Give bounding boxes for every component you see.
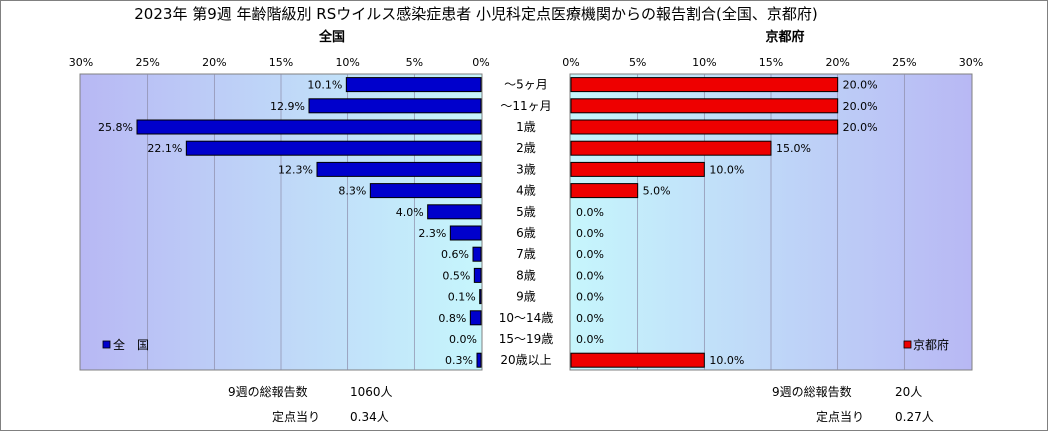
- category-label: 8歳: [516, 268, 536, 282]
- category-label: 5歳: [516, 205, 536, 219]
- left-per-site-value: 0.34人: [350, 410, 389, 424]
- kyoto-value-label: 0.0%: [576, 206, 604, 219]
- x-tick-label-left: 10%: [335, 56, 359, 69]
- kyoto-bar: [570, 183, 639, 199]
- x-tick-label-right: 5%: [629, 56, 646, 69]
- kyoto-value-label: 0.0%: [576, 248, 604, 261]
- x-tick-label-left: 25%: [135, 56, 159, 69]
- national-value-label: 10.1%: [307, 79, 342, 92]
- x-tick-label-left: 15%: [269, 56, 293, 69]
- kyoto-value-label: 10.0%: [709, 354, 744, 367]
- x-tick-label-right: 25%: [892, 56, 916, 69]
- right-per-site-value: 0.27人: [895, 410, 934, 424]
- national-value-label: 22.1%: [147, 142, 182, 155]
- national-value-label: 0.6%: [441, 248, 469, 261]
- category-label: 1歳: [516, 120, 536, 134]
- right-per-site-label: 定点当り: [816, 409, 864, 424]
- kyoto-value-label: 20.0%: [843, 79, 878, 92]
- left-panel-title: 全国: [318, 29, 345, 45]
- x-tick-label-right: 15%: [759, 56, 783, 69]
- left-total-label: 9週の総報告数: [228, 384, 308, 399]
- kyoto-bar: [570, 77, 839, 93]
- national-bar: [449, 225, 482, 241]
- national-value-label: 0.3%: [445, 354, 473, 367]
- kyoto-value-label: 0.0%: [576, 312, 604, 325]
- kyoto-value-label: 15.0%: [776, 142, 811, 155]
- category-label: 6歳: [516, 226, 536, 240]
- chart-title: 2023年 第9週 年齢階級別 RSウイルス感染症患者 小児科定点医療機関からの…: [134, 5, 817, 23]
- left-per-site-label: 定点当り: [272, 409, 320, 424]
- kyoto-value-label: 20.0%: [843, 121, 878, 134]
- category-label: 10～14歳: [499, 311, 554, 325]
- kyoto-value-label: 0.0%: [576, 291, 604, 304]
- kyoto-value-label: 0.0%: [576, 269, 604, 282]
- x-tick-label-right: 20%: [825, 56, 849, 69]
- category-label: 7歳: [516, 247, 536, 261]
- x-tick-label-left: 5%: [406, 56, 423, 69]
- national-bar: [479, 289, 482, 305]
- national-bar: [476, 352, 482, 368]
- national-bar: [185, 140, 482, 156]
- national-bar: [345, 77, 482, 93]
- kyoto-bar: [570, 98, 839, 114]
- national-bar: [472, 246, 482, 262]
- kyoto-value-label: 5.0%: [643, 185, 671, 198]
- kyoto-bar: [570, 161, 705, 177]
- x-tick-label-right: 10%: [692, 56, 716, 69]
- kyoto-bar: [570, 352, 705, 368]
- kyoto-value-label: 20.0%: [843, 100, 878, 113]
- category-label: 2歳: [516, 141, 536, 155]
- right-total-value: 20人: [895, 385, 922, 399]
- national-value-label: 0.5%: [442, 269, 470, 282]
- x-tick-label-right: 0%: [562, 56, 579, 69]
- legend-swatch-national: [102, 340, 111, 349]
- national-value-label: 0.8%: [438, 312, 466, 325]
- national-value-label: 2.3%: [418, 227, 446, 240]
- national-value-label: 25.8%: [98, 121, 133, 134]
- national-bar: [369, 183, 482, 199]
- kyoto-value-label: 0.0%: [576, 333, 604, 346]
- legend-label-national: 全 国: [113, 337, 149, 352]
- right-panel-title: 京都府: [765, 29, 804, 45]
- national-bar: [316, 161, 482, 177]
- category-label: 3歳: [516, 162, 536, 176]
- category-label: 9歳: [516, 290, 536, 304]
- kyoto-value-label: 0.0%: [576, 227, 604, 240]
- kyoto-bar: [570, 140, 772, 156]
- kyoto-value-label: 10.0%: [709, 163, 744, 176]
- national-value-label: 12.9%: [270, 100, 305, 113]
- legend-label-kyoto: 京都府: [913, 337, 949, 352]
- national-bar: [136, 119, 482, 135]
- category-label: 15～19歳: [499, 332, 554, 346]
- kyoto-bar: [570, 119, 839, 135]
- right-total-label: 9週の総報告数: [772, 384, 852, 399]
- category-label: 4歳: [516, 184, 536, 198]
- national-bar: [473, 267, 482, 283]
- national-value-label: 0.1%: [448, 291, 476, 304]
- national-value-label: 0.0%: [449, 333, 477, 346]
- x-tick-label-left: 30%: [69, 56, 93, 69]
- national-bar: [469, 310, 482, 326]
- national-value-label: 8.3%: [338, 185, 366, 198]
- x-tick-label-left: 0%: [472, 56, 489, 69]
- national-value-label: 12.3%: [278, 163, 313, 176]
- national-bar: [308, 98, 482, 114]
- x-tick-label-right: 30%: [959, 56, 983, 69]
- category-label: ～5ヶ月: [504, 78, 548, 92]
- national-bar: [427, 204, 482, 220]
- national-value-label: 4.0%: [396, 206, 424, 219]
- category-label: ～11ヶ月: [500, 99, 551, 113]
- x-tick-label-left: 20%: [202, 56, 226, 69]
- left-total-value: 1060人: [350, 385, 393, 399]
- category-label: 20歳以上: [500, 353, 551, 367]
- legend-swatch-kyoto: [903, 340, 912, 349]
